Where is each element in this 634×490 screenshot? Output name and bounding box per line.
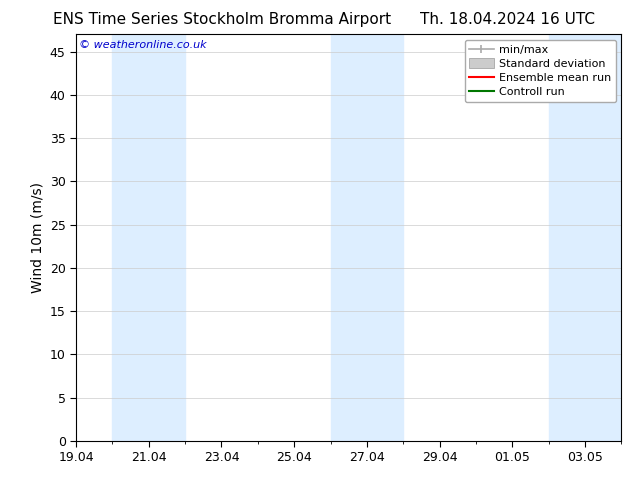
Text: © weatheronline.co.uk: © weatheronline.co.uk <box>79 40 207 50</box>
Bar <box>548 34 621 441</box>
Bar <box>330 34 403 441</box>
Y-axis label: Wind 10m (m/s): Wind 10m (m/s) <box>30 182 44 293</box>
Bar <box>112 34 185 441</box>
Text: ENS Time Series Stockholm Bromma Airport: ENS Time Series Stockholm Bromma Airport <box>53 12 391 27</box>
Legend: min/max, Standard deviation, Ensemble mean run, Controll run: min/max, Standard deviation, Ensemble me… <box>465 40 616 102</box>
Text: Th. 18.04.2024 16 UTC: Th. 18.04.2024 16 UTC <box>420 12 595 27</box>
